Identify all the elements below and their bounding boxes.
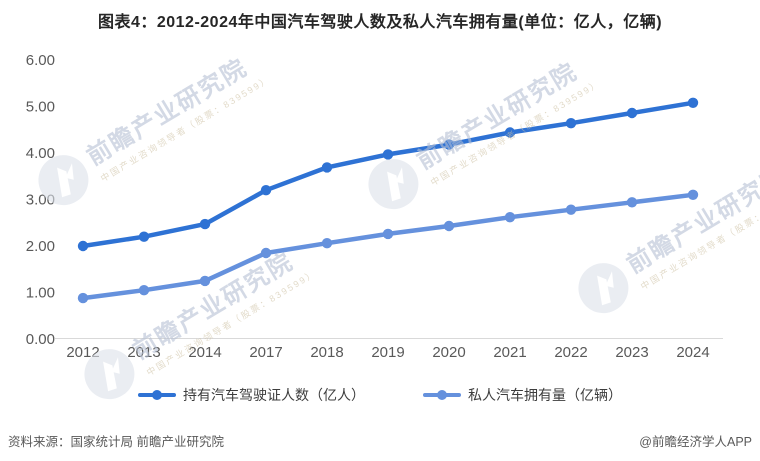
data-point — [565, 204, 577, 215]
source-note: 资料来源：国家统计局 前瞻产业研究院 — [8, 435, 224, 449]
x-tick-label: 2018 — [310, 344, 343, 361]
line-chart: 0.00 1.00 2.00 3.00 4.00 5.00 6.00 2012 2013 2014… — [26, 52, 723, 361]
data-point — [138, 285, 150, 296]
series-line-1 — [80, 192, 696, 301]
data-point — [382, 149, 394, 160]
x-tick-label: 2017 — [249, 344, 282, 361]
data-point — [260, 185, 272, 196]
legend-item-private-cars: 私人汽车拥有量（亿辆） — [423, 385, 622, 405]
data-point — [443, 139, 455, 150]
data-point — [199, 218, 211, 230]
legend-label-drivers: 持有汽车驾驶证人数（亿人） — [183, 387, 365, 403]
data-point — [138, 231, 150, 242]
series-line-0 — [80, 100, 696, 249]
legend-label-private-cars: 私人汽车拥有量（亿辆） — [468, 387, 622, 403]
x-tick-label: 2023 — [615, 344, 648, 361]
y-tick-label: 1.00 — [26, 285, 55, 302]
data-point — [504, 127, 516, 138]
data-point — [321, 162, 333, 173]
y-tick-label: 3.00 — [26, 192, 55, 209]
credit-note: @前瞻经济学人APP — [639, 435, 752, 449]
data-point — [687, 189, 699, 200]
data-point — [77, 240, 89, 252]
data-point — [687, 97, 699, 109]
y-tick-label: 6.00 — [26, 52, 55, 69]
legend-marker-drivers — [138, 390, 176, 400]
data-point — [321, 238, 333, 249]
x-tick-label: 2013 — [127, 344, 160, 361]
x-tick-label: 2019 — [371, 344, 404, 361]
x-tick-label: 2012 — [66, 344, 99, 361]
data-point — [504, 212, 516, 223]
x-tick-label: 2024 — [676, 344, 709, 361]
data-point — [626, 197, 638, 208]
x-tick-label: 2014 — [188, 344, 221, 361]
chart-title: 图表4：2012-2024年中国汽车驾驶人数及私人汽车拥有量(单位：亿人，亿辆) — [97, 14, 663, 31]
chart-legend: 持有汽车驾驶证人数（亿人） 私人汽车拥有量（亿辆） — [0, 384, 760, 406]
y-tick-label: 4.00 — [26, 145, 55, 162]
data-point — [260, 247, 272, 259]
data-point — [565, 118, 577, 129]
chart-footer: 资料来源：国家统计局 前瞻产业研究院 @前瞻经济学人APP — [0, 431, 760, 450]
data-point — [382, 228, 394, 240]
data-point — [443, 220, 455, 232]
legend-item-drivers: 持有汽车驾驶证人数（亿人） — [138, 385, 365, 405]
data-point — [77, 292, 89, 304]
data-point — [199, 275, 211, 287]
x-tick-label: 2021 — [493, 344, 526, 361]
x-tick-label: 2020 — [432, 344, 465, 361]
y-tick-label: 0.00 — [26, 331, 55, 348]
y-tick-label: 5.00 — [26, 99, 55, 116]
x-tick-label: 2022 — [554, 344, 587, 361]
y-tick-label: 2.00 — [26, 238, 55, 255]
legend-marker-private-cars — [423, 390, 461, 400]
data-point — [626, 107, 638, 119]
